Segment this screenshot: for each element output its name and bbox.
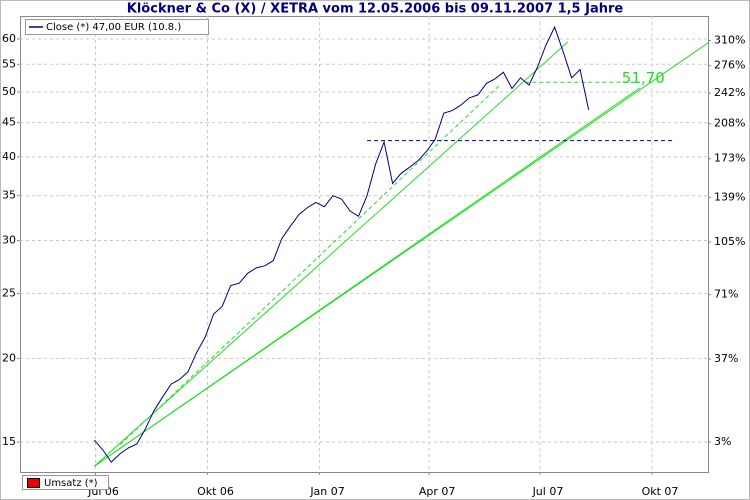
chart-title: Klöckner & Co (X) / XETRA vom 12.05.2006… <box>127 2 624 17</box>
y2-tick-label: 173% <box>714 152 745 165</box>
y-tick-label: 20 <box>2 351 16 364</box>
y-tick-label: 30 <box>2 234 16 247</box>
x-tick-label: Jan 07 <box>309 485 344 498</box>
y-tick-label: 60 <box>2 32 16 45</box>
y2-tick-label: 242% <box>714 86 745 99</box>
y2-tick-label: 276% <box>714 59 745 72</box>
plot-frame <box>20 16 709 473</box>
y2-tick-label: 139% <box>714 190 745 203</box>
y-tick-label: 55 <box>2 57 16 70</box>
trend-line <box>93 41 569 467</box>
y-tick-label: 25 <box>2 287 16 300</box>
x-tick-label: Jul 07 <box>532 485 564 498</box>
x-tick-label: Apr 07 <box>419 485 456 498</box>
level-label: 51,70 <box>622 69 665 87</box>
x-tick-label: Okt 06 <box>197 485 234 498</box>
legend: Close (*) 47,00 EUR (10.8.) <box>25 19 209 35</box>
price-line <box>93 25 590 463</box>
y2-tick-label: 3% <box>714 435 731 448</box>
x-tick-label: Okt 07 <box>642 485 679 498</box>
y2-tick-label: 37% <box>714 352 738 365</box>
y2-tick-label: 71% <box>714 288 738 301</box>
y-tick-label: 15 <box>2 435 16 448</box>
y2-tick-label: 310% <box>714 33 745 46</box>
y2-tick-label: 105% <box>714 235 745 248</box>
volume-legend-box <box>22 475 109 490</box>
y2-tick-label: 208% <box>714 117 745 130</box>
y-tick-label: 50 <box>2 85 16 98</box>
legend-label: Close (*) 47,00 EUR (10.8.) <box>46 22 181 33</box>
volume-legend-swatch <box>27 478 40 488</box>
trend-line <box>93 87 641 467</box>
y-tick-label: 35 <box>2 189 16 202</box>
volume-legend-label: Umsatz (*) <box>44 478 98 489</box>
y-tick-label: 40 <box>2 150 16 163</box>
trend-line <box>119 84 501 446</box>
y-tick-label: 45 <box>2 116 16 129</box>
legend-box <box>25 19 209 35</box>
